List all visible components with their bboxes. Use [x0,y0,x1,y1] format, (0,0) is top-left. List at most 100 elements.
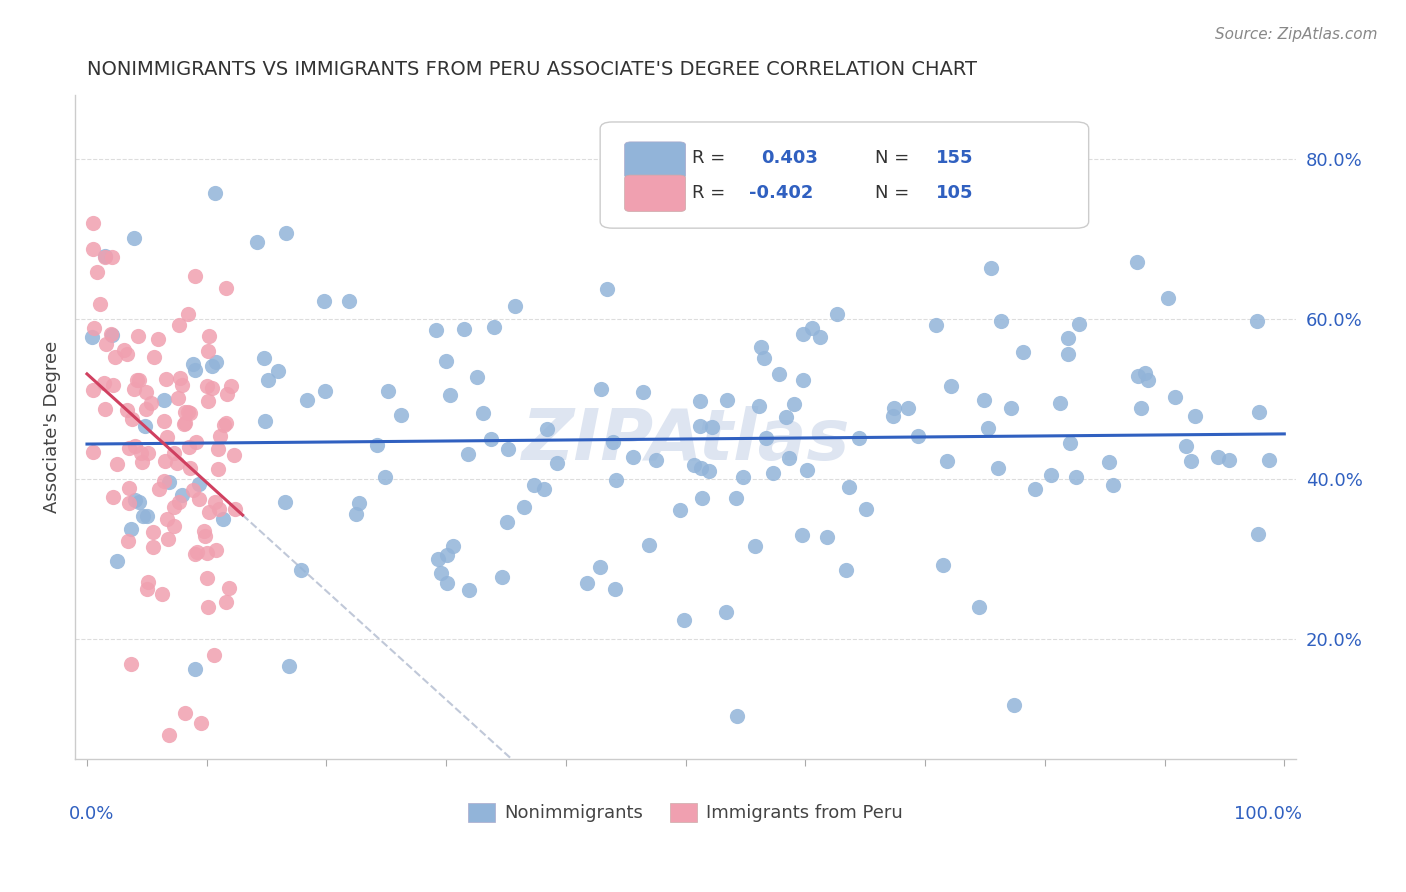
Point [184,363,207,377]
Point [253,414,276,428]
Point [725,709,748,723]
Point [967,599,990,614]
FancyBboxPatch shape [624,142,686,178]
Point [195,570,218,584]
Point [436,576,458,591]
Point [197,600,219,615]
Point [101,328,124,343]
Point [132,508,155,523]
Text: N =: N = [875,150,915,168]
Point [186,545,208,559]
Point [936,453,959,467]
Point [174,416,197,430]
Point [195,379,218,393]
Point [222,448,245,462]
Point [491,570,513,584]
Point [749,340,772,354]
Point [205,355,228,369]
Point [157,475,180,489]
Point [190,715,212,730]
Point [689,419,711,434]
Point [122,383,145,397]
Point [118,496,141,510]
Point [172,488,194,502]
Point [482,320,505,334]
Point [503,299,526,313]
Point [212,511,235,525]
Point [603,582,626,596]
Point [179,461,201,475]
FancyBboxPatch shape [624,175,686,211]
Point [439,388,461,402]
Point [201,359,224,374]
Point [1157,292,1180,306]
Point [120,657,142,672]
Point [1059,435,1081,450]
Point [112,343,135,357]
Point [1206,450,1229,465]
Point [1184,409,1206,423]
Point [882,409,904,424]
Point [815,530,838,544]
Point [153,474,176,488]
Point [1002,698,1025,712]
Point [834,563,856,577]
Point [209,429,232,443]
Point [1135,366,1157,380]
Point [725,491,748,506]
Point [668,502,690,516]
Point [170,377,193,392]
Point [195,546,218,560]
Point [131,455,153,469]
Point [150,586,173,600]
Point [194,528,217,542]
Point [458,583,481,598]
Point [273,495,295,509]
Point [167,494,190,508]
Point [973,392,995,407]
Point [212,417,235,432]
Point [457,447,479,461]
Point [257,373,280,387]
Point [1247,405,1270,419]
Point [218,582,240,596]
Point [602,434,624,449]
Point [215,387,238,401]
Point [778,450,800,465]
Point [808,330,831,344]
Point [186,435,208,450]
Point [1069,317,1091,331]
Point [672,613,695,627]
Point [731,470,754,484]
Point [207,462,229,476]
Point [589,560,612,574]
Point [115,347,138,361]
Point [314,293,336,308]
Point [181,357,204,371]
Point [153,454,176,468]
Point [848,430,870,444]
Legend: Nonimmigrants, Immigrants from Peru: Nonimmigrants, Immigrants from Peru [461,796,910,830]
Point [142,540,165,554]
Point [278,659,301,673]
Point [762,466,785,480]
Point [377,384,399,398]
Point [536,422,558,436]
Point [716,392,738,407]
Point [139,395,162,409]
Point [925,318,948,332]
Text: 0.0%: 0.0% [69,805,114,823]
Point [441,539,464,553]
Point [122,231,145,245]
Point [644,453,666,467]
Point [105,554,128,568]
Point [782,397,804,411]
Point [838,480,860,494]
Point [187,491,209,506]
Point [94,251,117,265]
Point [201,381,224,395]
Point [931,558,953,573]
Point [792,528,814,542]
Point [1102,477,1125,491]
Point [907,428,929,442]
